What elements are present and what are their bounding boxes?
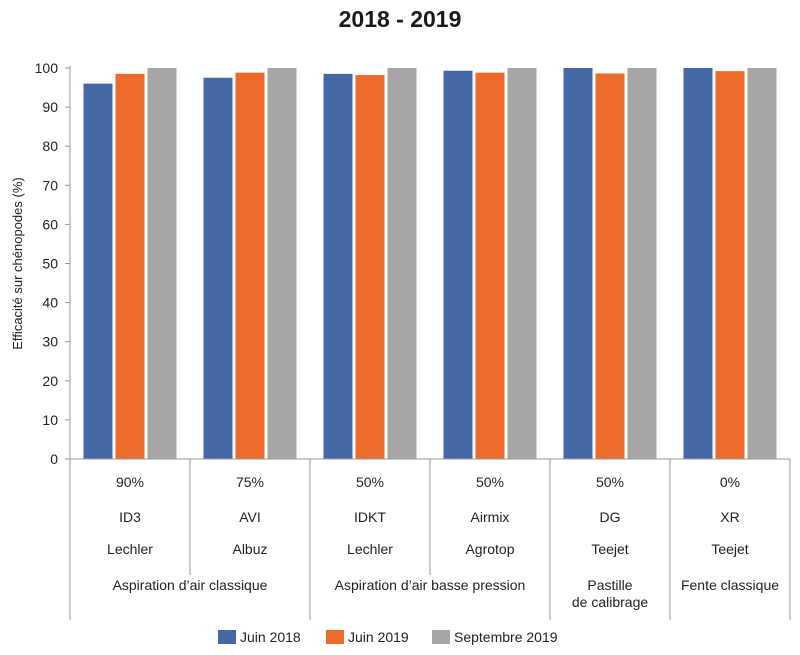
category-model-label: Airmix bbox=[471, 509, 510, 525]
category-reduction-label: 50% bbox=[596, 474, 624, 490]
category-brand-label: Lechler bbox=[347, 541, 393, 557]
legend-swatch bbox=[432, 630, 450, 644]
y-tick-label: 0 bbox=[50, 451, 58, 467]
category-brand-label: Agrotop bbox=[465, 541, 514, 557]
category-brand-label: Albuz bbox=[232, 541, 267, 557]
bar-septembre-2019-xr bbox=[747, 68, 777, 459]
bar-juin-2018-airmix bbox=[443, 70, 473, 459]
bar-juin-2018-id3 bbox=[83, 83, 113, 459]
category-model-label: ID3 bbox=[119, 509, 141, 525]
bar-septembre-2019-avi bbox=[267, 68, 297, 459]
y-tick-label: 80 bbox=[42, 138, 58, 154]
group-label: Aspiration d’air classique bbox=[113, 577, 268, 593]
bar-juin-2018-idkt bbox=[323, 73, 353, 460]
legend: Juin 2018 Juin 2019 Septembre 2019 bbox=[218, 629, 558, 645]
bar-juin-2018-xr bbox=[683, 68, 713, 459]
y-tick-label: 30 bbox=[42, 334, 58, 350]
y-tick-label: 70 bbox=[42, 177, 58, 193]
bar-juin-2018-avi bbox=[203, 77, 233, 460]
y-tick-label: 40 bbox=[42, 295, 58, 311]
bar-juin-2019-dg bbox=[595, 73, 625, 459]
y-tick-label: 100 bbox=[35, 60, 59, 76]
group-label-line: Pastille bbox=[587, 577, 632, 593]
category-brand-label: Teejet bbox=[711, 541, 748, 557]
category-model-label: DG bbox=[600, 509, 621, 525]
bar-juin-2019-airmix bbox=[475, 72, 505, 459]
category-brand-label: Lechler bbox=[107, 541, 153, 557]
y-axis: 0 10 20 30 40 50 60 70 80 90 100 Efficacité sur ché… bbox=[10, 60, 71, 467]
bar-juin-2018-dg bbox=[563, 68, 593, 459]
group-label: Fente classique bbox=[681, 577, 779, 593]
bar-juin-2019-id3 bbox=[115, 73, 145, 460]
group-label-line: de calibrage bbox=[572, 594, 648, 610]
y-axis-label: Efficacité sur chénopodes (%) bbox=[10, 177, 25, 349]
category-model-label: IDKT bbox=[354, 509, 386, 525]
bar-juin-2019-xr bbox=[715, 71, 745, 460]
legend-label: Septembre 2019 bbox=[454, 629, 558, 645]
y-tick-label: 10 bbox=[42, 412, 58, 428]
bar-septembre-2019-idkt bbox=[387, 68, 417, 459]
category-reduction-label: 0% bbox=[720, 474, 740, 490]
bar-septembre-2019-id3 bbox=[147, 68, 177, 459]
category-brand-label: Teejet bbox=[591, 541, 628, 557]
chart-title: 2018 - 2019 bbox=[338, 6, 462, 32]
bar-septembre-2019-airmix bbox=[507, 68, 537, 459]
y-tick-label: 60 bbox=[42, 216, 58, 232]
category-reduction-label: 50% bbox=[356, 474, 384, 490]
bar-juin-2019-idkt bbox=[355, 75, 385, 460]
category-model-label: XR bbox=[720, 509, 739, 525]
bars bbox=[83, 68, 777, 460]
category-reduction-label: 90% bbox=[116, 474, 144, 490]
bar-juin-2019-avi bbox=[235, 72, 265, 459]
legend-swatch bbox=[218, 630, 236, 644]
category-model-label: AVI bbox=[239, 509, 261, 525]
legend-swatch bbox=[326, 630, 344, 644]
legend-label: Juin 2018 bbox=[240, 629, 301, 645]
y-tick-label: 20 bbox=[42, 373, 58, 389]
category-reduction-label: 50% bbox=[476, 474, 504, 490]
category-table: 90% ID3 Lechler 75% AVI Albuz 50% IDKT Lechler 50… bbox=[69, 458, 791, 620]
y-tick-label: 50 bbox=[42, 256, 58, 272]
category-reduction-label: 75% bbox=[236, 474, 264, 490]
bar-septembre-2019-dg bbox=[627, 68, 657, 459]
group-label: Aspiration d’air basse pression bbox=[335, 577, 526, 593]
legend-label: Juin 2019 bbox=[348, 629, 409, 645]
y-tick-label: 90 bbox=[42, 99, 58, 115]
